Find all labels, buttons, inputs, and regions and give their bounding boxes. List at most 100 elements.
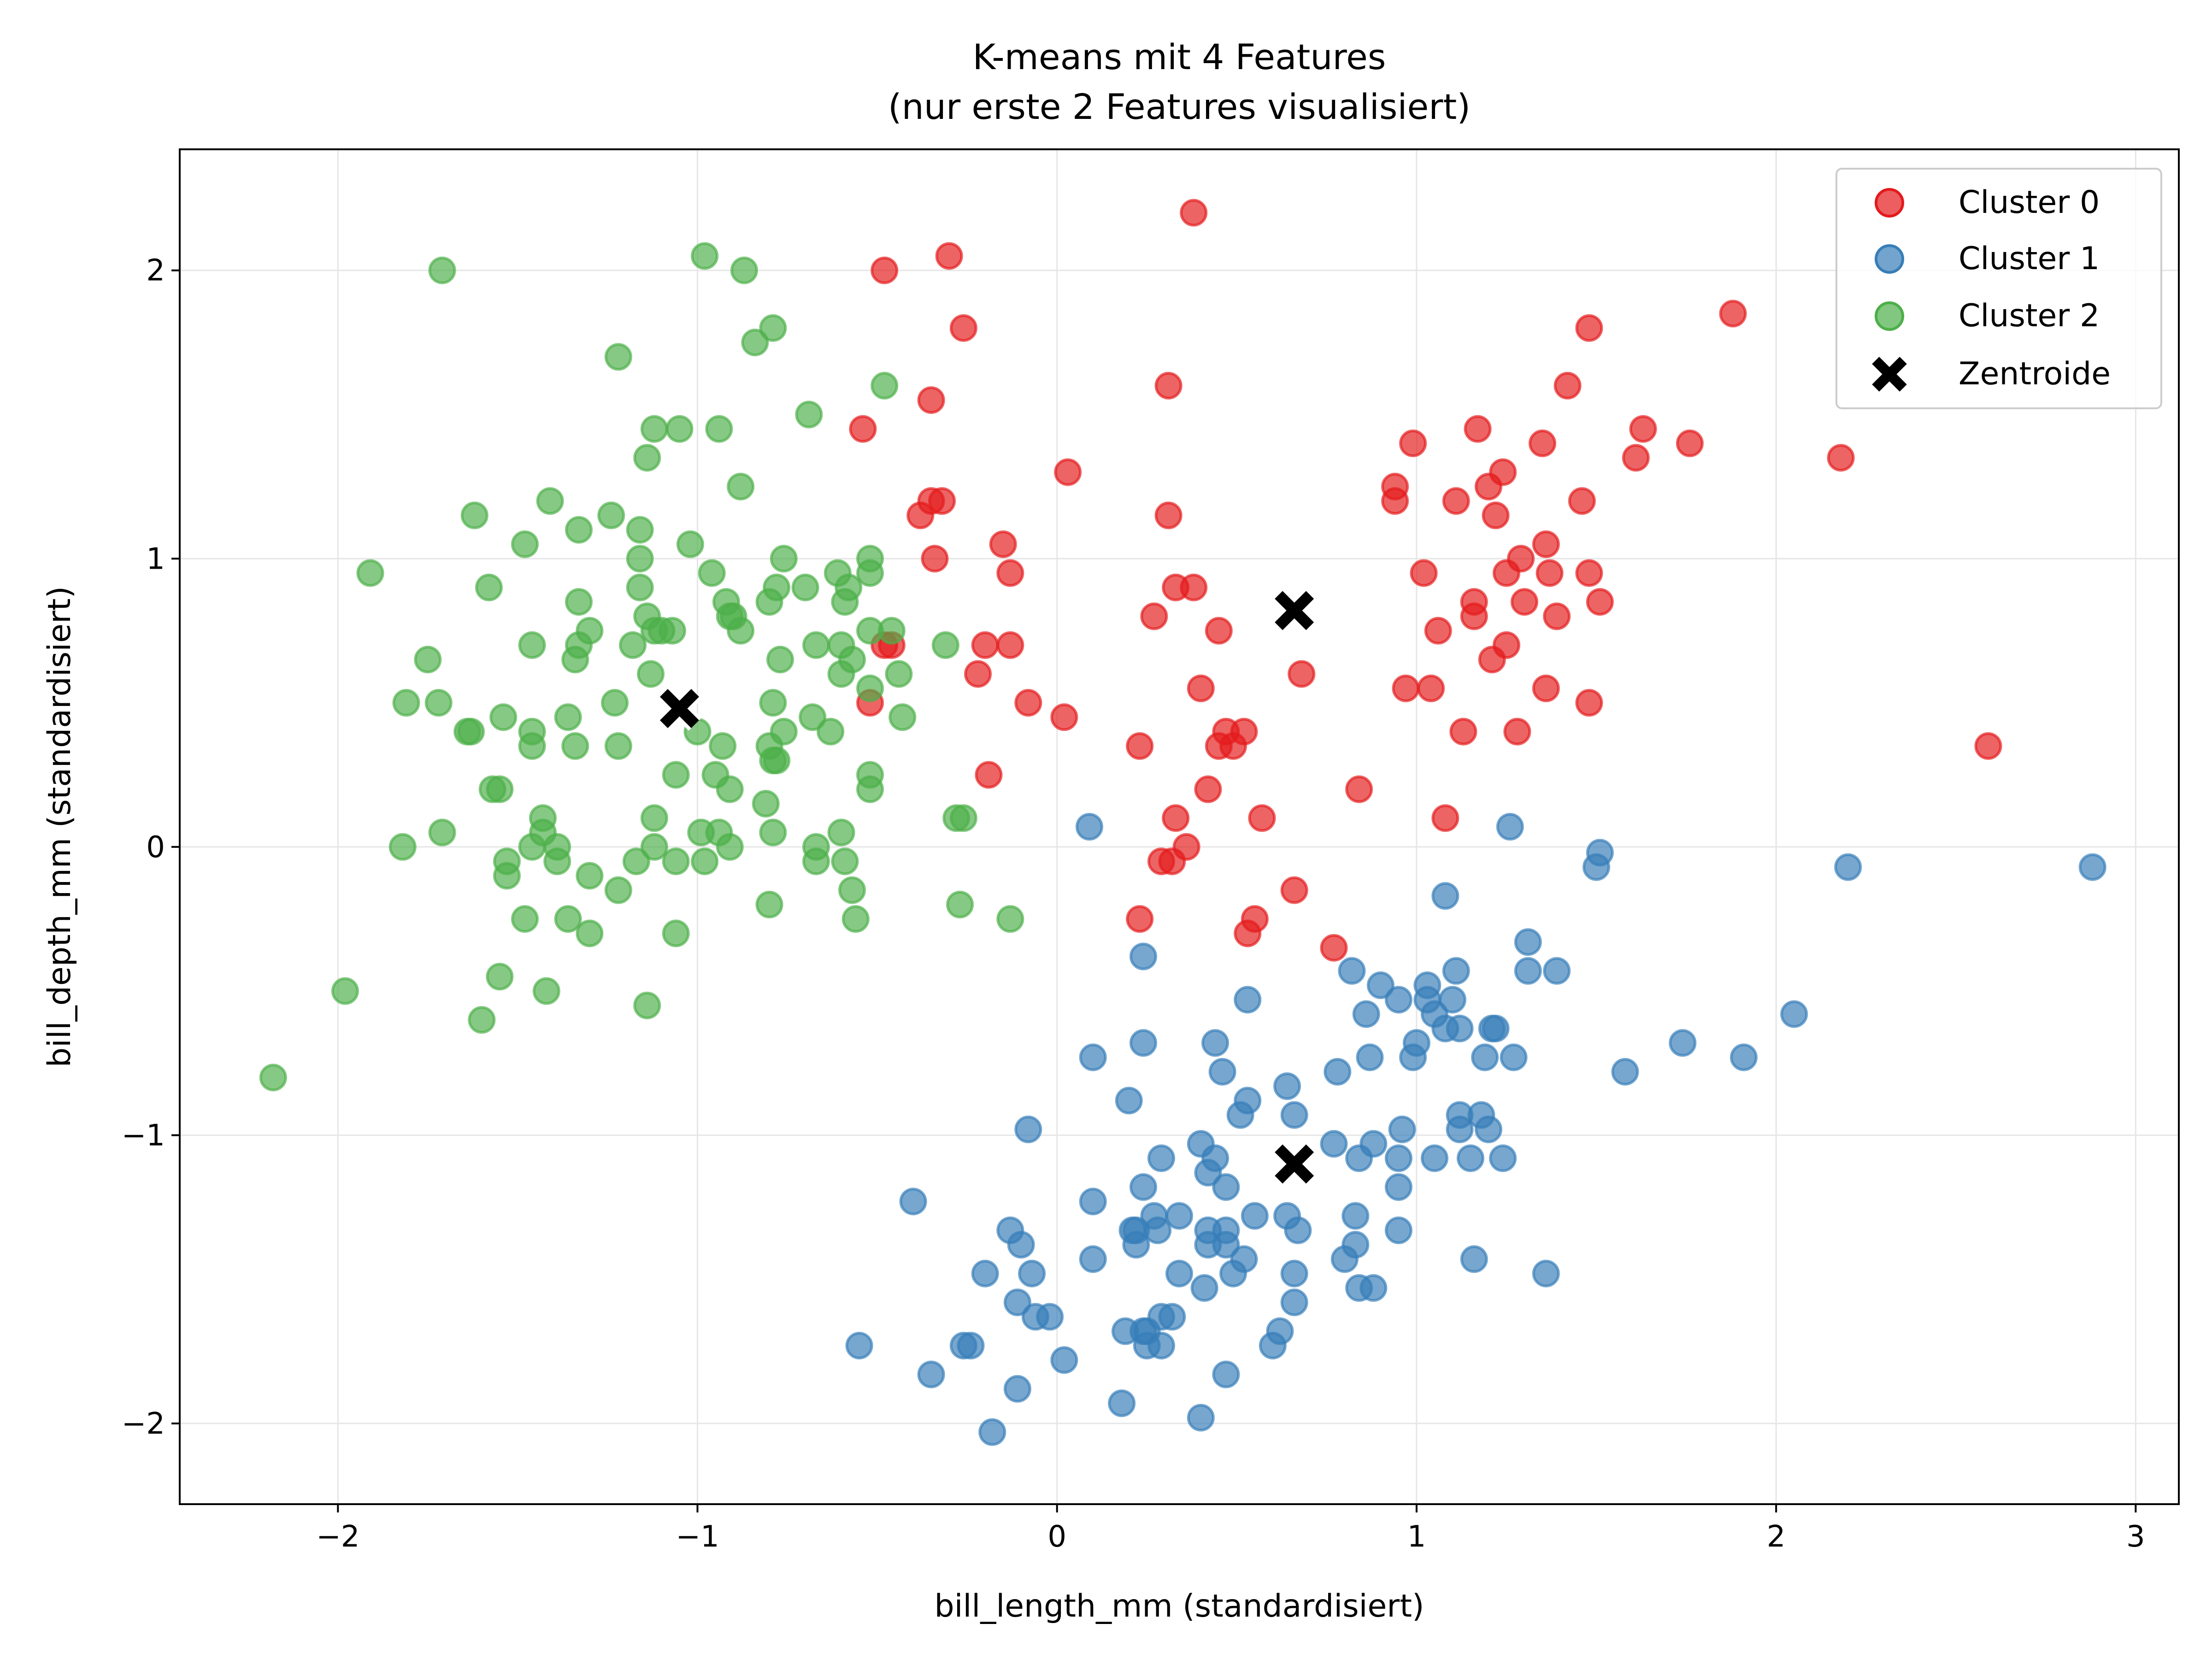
y-tick-label: 1: [146, 542, 165, 576]
data-point-cluster-0: [1234, 919, 1262, 947]
data-point-cluster-1: [1212, 1173, 1240, 1201]
data-point-cluster-2: [946, 890, 974, 918]
data-point-cluster-1: [1532, 1259, 1560, 1288]
data-point-cluster-2: [518, 732, 546, 760]
x-tick-label: 0: [1047, 1520, 1066, 1554]
data-point-cluster-2: [626, 516, 654, 544]
data-point-cluster-2: [759, 818, 787, 847]
data-point-cluster-1: [1583, 853, 1611, 881]
data-point-cluster-2: [259, 1064, 287, 1092]
data-point-cluster-0: [1622, 444, 1650, 472]
data-point-cluster-0: [1719, 300, 1747, 328]
centroid-cross: [1275, 1144, 1314, 1184]
legend-marker-cluster-0: [1875, 188, 1904, 218]
data-point-cluster-2: [885, 660, 913, 688]
data-point-cluster-2: [626, 573, 654, 601]
data-point-cluster-2: [475, 573, 503, 601]
data-point-cluster-1: [1514, 957, 1542, 985]
data-point-cluster-1: [1007, 1231, 1035, 1259]
data-point-cluster-1: [1496, 813, 1524, 841]
data-point-cluster-1: [1324, 1058, 1352, 1086]
data-point-cluster-1: [1471, 1043, 1499, 1071]
data-point-cluster-1: [1780, 1000, 1808, 1028]
data-point-cluster-2: [752, 789, 780, 818]
data-point-cluster-2: [640, 833, 668, 861]
data-point-cluster-1: [1338, 957, 1366, 985]
data-point-cluster-1: [1474, 1115, 1502, 1143]
y-tick-label: −1: [122, 1118, 165, 1153]
centroid-marker: [1272, 588, 1317, 633]
centroid-cross: [660, 689, 699, 729]
data-point-cluster-2: [518, 631, 546, 659]
data-point-cluster-1: [1514, 928, 1542, 956]
data-point-cluster-1: [1446, 1115, 1474, 1143]
x-tick-label: 3: [2126, 1520, 2145, 1554]
data-point-cluster-2: [554, 905, 582, 933]
data-point-cluster-0: [1410, 559, 1438, 587]
data-point-cluster-1: [1018, 1259, 1046, 1288]
data-point-cluster-0: [975, 761, 1003, 789]
data-point-cluster-1: [899, 1188, 927, 1216]
data-point-cluster-0: [989, 530, 1017, 558]
data-point-cluster-0: [906, 501, 935, 529]
data-point-cluster-2: [493, 862, 521, 890]
data-point-cluster-2: [888, 703, 917, 731]
data-point-cluster-2: [604, 343, 632, 371]
data-point-cluster-0: [1381, 487, 1409, 515]
data-point-cluster-2: [457, 718, 485, 746]
data-point-cluster-2: [755, 890, 783, 918]
data-point-cluster-1: [1129, 942, 1157, 971]
data-point-cluster-0: [871, 256, 899, 284]
data-point-cluster-1: [1201, 1029, 1230, 1057]
data-point-cluster-2: [576, 862, 604, 890]
data-point-cluster-1: [1482, 1014, 1510, 1042]
data-point-cluster-0: [1205, 617, 1233, 645]
data-point-cluster-2: [996, 905, 1024, 933]
data-point-cluster-1: [1219, 1259, 1247, 1288]
data-point-cluster-1: [1194, 1159, 1222, 1187]
data-point-cluster-2: [766, 646, 794, 674]
data-point-cluster-0: [1586, 588, 1614, 616]
data-point-cluster-2: [691, 847, 719, 876]
data-point-cluster-2: [658, 617, 686, 645]
data-point-cluster-1: [1208, 1058, 1236, 1086]
data-point-cluster-0: [949, 314, 977, 342]
data-point-cluster-2: [949, 804, 977, 832]
data-point-cluster-1: [1446, 1014, 1474, 1042]
data-point-cluster-2: [770, 545, 798, 573]
data-point-cluster-2: [662, 847, 690, 876]
data-point-cluster-0: [996, 559, 1024, 587]
data-point-cluster-2: [730, 256, 758, 284]
data-point-cluster-2: [662, 919, 690, 947]
data-point-cluster-1: [1669, 1029, 1697, 1057]
y-axis-ticks: −2 −1 0 1 2: [122, 254, 180, 1441]
data-point-cluster-2: [424, 689, 453, 717]
data-point-cluster-0: [1529, 429, 1557, 458]
data-point-cluster-1: [1187, 1404, 1215, 1432]
data-point-cluster-1: [978, 1418, 1006, 1446]
x-axis-label: bill_length_mm (standardisiert): [934, 1588, 1424, 1624]
data-point-cluster-0: [1180, 199, 1208, 227]
data-point-cluster-1: [1075, 813, 1103, 841]
legend-marker-centroid-cross: [1872, 357, 1907, 392]
data-point-cluster-0: [1553, 371, 1582, 400]
data-point-cluster-0: [1158, 847, 1186, 876]
data-point-cluster-1: [1259, 1331, 1287, 1359]
centroid-markers: [657, 588, 1317, 1187]
data-point-cluster-0: [1392, 674, 1420, 702]
data-point-cluster-1: [1438, 986, 1466, 1014]
data-point-cluster-1: [1399, 1043, 1427, 1071]
data-point-cluster-2: [511, 530, 539, 558]
data-point-cluster-1: [1280, 1259, 1308, 1288]
data-point-cluster-1: [1234, 986, 1262, 1014]
legend-marker-cluster-1: [1875, 244, 1904, 274]
data-point-cluster-2: [827, 660, 855, 688]
data-point-cluster-2: [691, 242, 719, 270]
data-point-cluster-2: [709, 732, 737, 760]
data-point-cluster-1: [971, 1259, 999, 1288]
data-point-cluster-2: [831, 847, 859, 876]
data-point-cluster-2: [486, 775, 514, 803]
data-point-cluster-0: [1464, 415, 1492, 443]
data-point-cluster-2: [698, 559, 726, 587]
data-point-cluster-2: [759, 689, 787, 717]
